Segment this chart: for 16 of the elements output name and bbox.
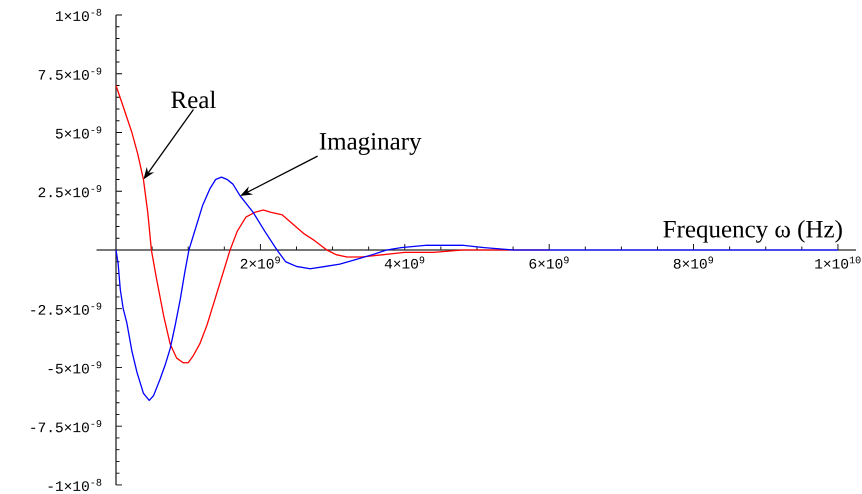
x-tick-label: 1×10$^{10}$ (815, 256, 861, 269)
x-tick-label: 2×10$^{9}$ (240, 256, 280, 269)
y-tick-label: 1×10$^{-8}$ (56, 8, 102, 22)
y-tick-label: -7.5×10$^{-9}$ (31, 420, 102, 432)
y-tick-label: 7.5×10$^{-9}$ (38, 68, 102, 80)
y-tick-label: 5×10$^{-9}$ (56, 126, 102, 139)
series-label: Real (171, 90, 216, 108)
x-tick-label: 8×10$^{9}$ (674, 256, 714, 269)
y-tick-label: -5×10$^{-9}$ (48, 361, 102, 374)
text: Imaginary (320, 132, 422, 155)
y-tick-label: -1×10$^{-8}$ (48, 478, 102, 492)
y-tick-label: 2.5×10$^{-9}$ (38, 185, 102, 198)
x-tick-label: 4×10$^{9}$ (384, 256, 424, 269)
y-tick-label: -2.5×10$^{-9}$ (31, 302, 102, 315)
x-tick-label: 6×10$^{9}$ (530, 256, 569, 269)
x-axis-title: Frequency ω (Hz) (663, 220, 842, 243)
